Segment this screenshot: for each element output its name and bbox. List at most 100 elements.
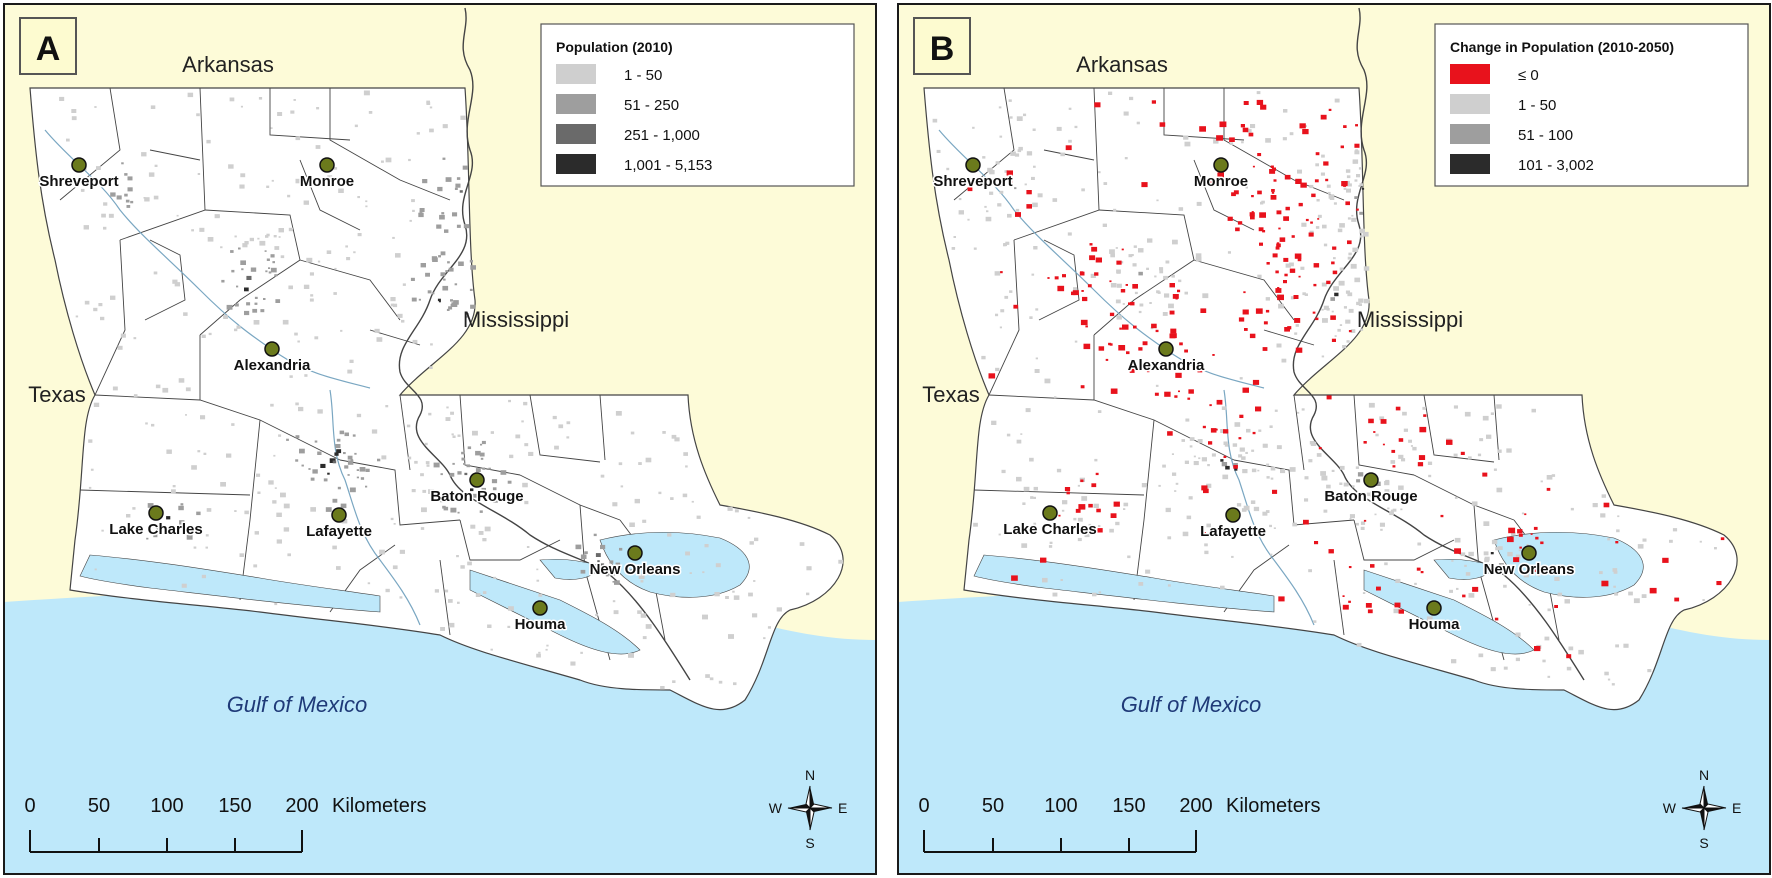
density-cell (509, 454, 514, 459)
density-cell (472, 493, 478, 498)
density-cell (461, 457, 466, 461)
density-cell (1097, 525, 1101, 527)
density-cell (1204, 550, 1209, 555)
density-cell (174, 282, 181, 287)
density-cell (1077, 517, 1083, 522)
density-cell (1103, 182, 1108, 185)
density-cell (475, 468, 481, 472)
density-cell (280, 255, 285, 259)
density-cell (272, 261, 275, 264)
density-cell (1333, 286, 1339, 291)
density-cell (958, 210, 964, 215)
density-cell (481, 492, 486, 496)
decline-cell (1120, 289, 1126, 293)
density-cell (438, 255, 441, 258)
density-cell (1362, 231, 1369, 237)
decline-cell (1289, 268, 1296, 273)
decline-cell (1066, 491, 1070, 495)
density-cell (450, 411, 454, 415)
density-cell (1454, 537, 1461, 543)
density-cell (365, 200, 368, 203)
density-cell (1029, 457, 1034, 462)
density-cell (702, 614, 708, 620)
density-cell (440, 627, 445, 631)
decline-cell (1276, 243, 1281, 248)
decline-cell (1519, 546, 1522, 549)
density-cell (1178, 279, 1182, 283)
density-cell (1146, 267, 1149, 270)
decline-cell (967, 187, 973, 192)
decline-cell (1540, 541, 1544, 545)
density-cell (600, 544, 606, 550)
density-cell (603, 569, 609, 574)
density-cell (1426, 616, 1433, 621)
density-cell (1186, 515, 1192, 520)
density-cell (1021, 543, 1028, 548)
density-cell (973, 247, 977, 250)
density-cell (470, 304, 476, 309)
density-cell (463, 224, 469, 229)
density-cell (1113, 208, 1117, 212)
decline-cell (1419, 426, 1427, 433)
density-cell (266, 258, 270, 261)
decline-cell (1291, 235, 1295, 238)
density-cell (153, 195, 159, 200)
density-cell (446, 406, 449, 409)
density-cell (437, 186, 443, 192)
density-cell (120, 333, 126, 338)
density-cell (1330, 297, 1335, 301)
density-cell (425, 272, 430, 277)
city-label-houma: Houma (515, 616, 566, 633)
decline-cell (1095, 257, 1102, 263)
density-cell (1702, 599, 1705, 601)
density-cell (682, 493, 688, 498)
density-cell (670, 592, 676, 598)
city-label-lake-charles: Lake Charles (1003, 521, 1096, 538)
density-cell (610, 571, 616, 576)
density-cell (1138, 582, 1144, 586)
density-cell (1497, 449, 1502, 453)
density-cell (972, 126, 975, 129)
density-cell (127, 187, 133, 192)
density-cell (205, 546, 208, 549)
decline-cell (1081, 290, 1084, 292)
legend-title: Change in Population (2010-2050) (1450, 39, 1674, 55)
density-cell (363, 90, 370, 96)
density-cell (1245, 186, 1248, 189)
density-cell (1564, 599, 1570, 604)
density-cell (310, 477, 315, 481)
density-cell (452, 435, 456, 438)
decline-cell (1365, 603, 1372, 608)
scale-unit: Kilometers (1226, 795, 1320, 817)
density-cell (1352, 247, 1359, 253)
density-cell (484, 526, 491, 532)
density-cell (1211, 453, 1216, 457)
density-cell (1301, 222, 1307, 227)
density-cell (998, 106, 1002, 109)
density-cell (1016, 439, 1022, 444)
city-label-baton-rouge: Baton Rouge (430, 488, 523, 505)
density-cell (492, 487, 497, 491)
compass-e: E (1732, 800, 1741, 816)
decline-cell (1138, 347, 1143, 351)
density-cell (1453, 405, 1458, 409)
decline-cell (1089, 243, 1093, 246)
decline-cell (1128, 302, 1132, 306)
density-cell (1345, 319, 1351, 324)
city-marker-shreveport (71, 157, 87, 173)
decline-cell (1326, 395, 1332, 400)
density-cell (117, 345, 123, 350)
density-cell (995, 161, 1000, 165)
density-cell (1098, 171, 1101, 174)
density-cell (1182, 531, 1189, 537)
panel-frame (3, 3, 877, 875)
density-cell (460, 115, 466, 120)
decline-cell (1262, 230, 1266, 233)
decline-cell (1482, 472, 1488, 477)
decline-cell (1328, 549, 1334, 554)
density-cell (1241, 508, 1247, 512)
density-cell (187, 92, 194, 98)
state-label-texas: Texas (922, 382, 979, 407)
density-cell (166, 449, 172, 454)
density-cell (1329, 196, 1335, 200)
